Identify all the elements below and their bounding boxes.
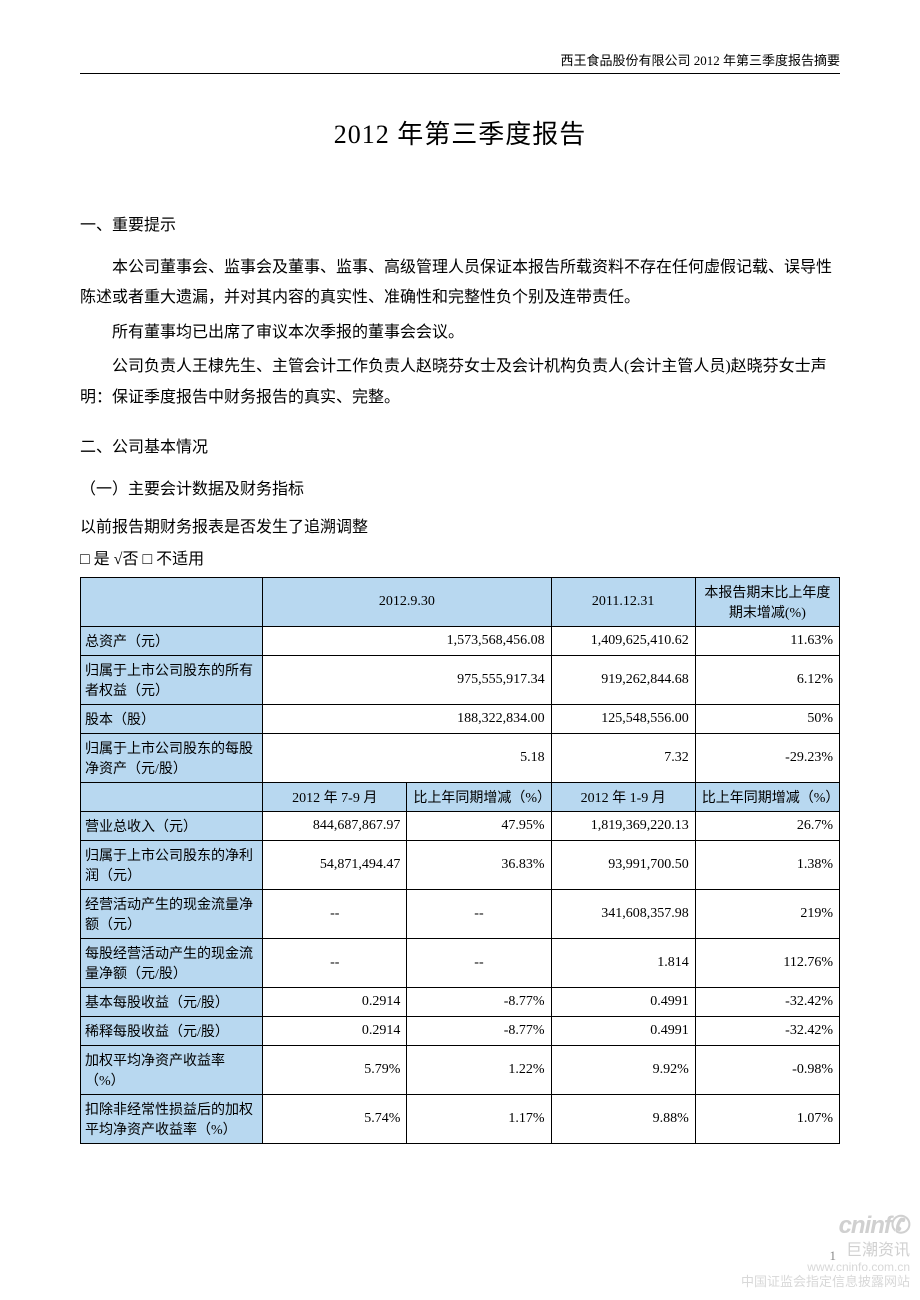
watermark-zh: 中国证监会指定信息披露网站 <box>741 1274 910 1290</box>
row-label: 归属于上市公司股东的每股净资产（元/股） <box>81 733 263 782</box>
page: 西王食品股份有限公司 2012 年第三季度报告摘要 2012 年第三季度报告 一… <box>0 0 920 1300</box>
cell: 1.17% <box>407 1094 551 1143</box>
watermark-logo-text: cninf <box>839 1212 891 1239</box>
cell: 1.814 <box>551 938 695 987</box>
cell: 219% <box>695 889 839 938</box>
cell: 125,548,556.00 <box>551 704 695 733</box>
cell: 1,573,568,456.08 <box>263 626 551 655</box>
cell: 1,409,625,410.62 <box>551 626 695 655</box>
row-label: 股本（股） <box>81 704 263 733</box>
cell: 5.79% <box>263 1045 407 1094</box>
cell: 11.63% <box>695 626 839 655</box>
table-row: 2012.9.30 2011.12.31 本报告期末比上年度期末增减(%) <box>81 577 840 626</box>
blank-header <box>81 782 263 811</box>
row-label: 扣除非经常性损益后的加权平均净资产收益率（%） <box>81 1094 263 1143</box>
table-row: 总资产（元） 1,573,568,456.08 1,409,625,410.62… <box>81 626 840 655</box>
col-header: 本报告期末比上年度期末增减(%) <box>695 577 839 626</box>
cell: 6.12% <box>695 655 839 704</box>
cell: 0.2914 <box>263 1016 407 1045</box>
cell: 919,262,844.68 <box>551 655 695 704</box>
table-row: 营业总收入（元） 844,687,867.97 47.95% 1,819,369… <box>81 811 840 840</box>
watermark-logo-icon: ✆ <box>891 1212 910 1239</box>
cell: -- <box>263 889 407 938</box>
running-header: 西王食品股份有限公司 2012 年第三季度报告摘要 <box>80 50 840 74</box>
cell: -- <box>263 938 407 987</box>
section-2-heading: 二、公司基本情况 <box>80 433 840 457</box>
cell: -- <box>407 889 551 938</box>
cell: 36.83% <box>407 840 551 889</box>
row-label: 营业总收入（元） <box>81 811 263 840</box>
cell: 9.92% <box>551 1045 695 1094</box>
table-row: 每股经营活动产生的现金流量净额（元/股） -- -- 1.814 112.76% <box>81 938 840 987</box>
cell: 975,555,917.34 <box>263 655 551 704</box>
cell: -8.77% <box>407 1016 551 1045</box>
col-header: 比上年同期增减（%） <box>407 782 551 811</box>
table-row: 扣除非经常性损益后的加权平均净资产收益率（%） 5.74% 1.17% 9.88… <box>81 1094 840 1143</box>
section-1-heading: 一、重要提示 <box>80 211 840 235</box>
paragraph: 所有董事均已出席了审议本次季报的董事会会议。 <box>80 318 840 348</box>
cell: 50% <box>695 704 839 733</box>
cell: 7.32 <box>551 733 695 782</box>
cell: 47.95% <box>407 811 551 840</box>
cell: 1.07% <box>695 1094 839 1143</box>
cell: 1.22% <box>407 1045 551 1094</box>
cell: 1.38% <box>695 840 839 889</box>
table-row: 股本（股） 188,322,834.00 125,548,556.00 50% <box>81 704 840 733</box>
cell: 54,871,494.47 <box>263 840 407 889</box>
cell: 9.88% <box>551 1094 695 1143</box>
col-header: 2012 年 7-9 月 <box>263 782 407 811</box>
cell: 1,819,369,220.13 <box>551 811 695 840</box>
table-row: 经营活动产生的现金流量净额（元） -- -- 341,608,357.98 21… <box>81 889 840 938</box>
row-label: 稀释每股收益（元/股） <box>81 1016 263 1045</box>
row-label: 加权平均净资产收益率（%） <box>81 1045 263 1094</box>
col-header: 2012 年 1-9 月 <box>551 782 695 811</box>
col-header: 2011.12.31 <box>551 577 695 626</box>
col-header: 比上年同期增减（%） <box>695 782 839 811</box>
table-row: 归属于上市公司股东的所有者权益（元） 975,555,917.34 919,26… <box>81 655 840 704</box>
cell: 93,991,700.50 <box>551 840 695 889</box>
subsection-heading: （一）主要会计数据及财务指标 <box>80 475 840 499</box>
cell: 341,608,357.98 <box>551 889 695 938</box>
cell: 26.7% <box>695 811 839 840</box>
cell: -29.23% <box>695 733 839 782</box>
table-row: 基本每股收益（元/股） 0.2914 -8.77% 0.4991 -32.42% <box>81 987 840 1016</box>
row-label: 归属于上市公司股东的净利润（元） <box>81 840 263 889</box>
table-row: 加权平均净资产收益率（%） 5.79% 1.22% 9.92% -0.98% <box>81 1045 840 1094</box>
row-label: 基本每股收益（元/股） <box>81 987 263 1016</box>
cell: 188,322,834.00 <box>263 704 551 733</box>
row-label: 归属于上市公司股东的所有者权益（元） <box>81 655 263 704</box>
cell: 5.74% <box>263 1094 407 1143</box>
row-label: 总资产（元） <box>81 626 263 655</box>
cell: 112.76% <box>695 938 839 987</box>
table-row: 归属于上市公司股东的净利润（元） 54,871,494.47 36.83% 93… <box>81 840 840 889</box>
cell: -32.42% <box>695 1016 839 1045</box>
table-row: 2012 年 7-9 月 比上年同期增减（%） 2012 年 1-9 月 比上年… <box>81 782 840 811</box>
row-label: 经营活动产生的现金流量净额（元） <box>81 889 263 938</box>
paragraph: 公司负责人王棣先生、主管会计工作负责人赵晓芬女士及会计机构负责人(会计主管人员)… <box>80 352 840 413</box>
cell: 0.4991 <box>551 1016 695 1045</box>
adjustment-question: 以前报告期财务报表是否发生了追溯调整 <box>80 513 840 537</box>
row-label: 每股经营活动产生的现金流量净额（元/股） <box>81 938 263 987</box>
watermark-sub: 巨潮资讯 <box>741 1241 910 1260</box>
watermark-url: www.cninfo.com.cn <box>741 1260 910 1274</box>
watermark: cninf✆ 巨潮资讯 www.cninfo.com.cn 中国证监会指定信息披… <box>741 1212 910 1290</box>
table-row: 归属于上市公司股东的每股净资产（元/股） 5.18 7.32 -29.23% <box>81 733 840 782</box>
document-title: 2012 年第三季度报告 <box>80 114 840 151</box>
watermark-logo: cninf✆ <box>741 1212 910 1241</box>
cell: 844,687,867.97 <box>263 811 407 840</box>
table-row: 稀释每股收益（元/股） 0.2914 -8.77% 0.4991 -32.42% <box>81 1016 840 1045</box>
adjustment-options: □ 是 √否 □ 不适用 <box>80 545 840 569</box>
cell: 0.2914 <box>263 987 407 1016</box>
cell: 0.4991 <box>551 987 695 1016</box>
financial-table: 2012.9.30 2011.12.31 本报告期末比上年度期末增减(%) 总资… <box>80 577 840 1144</box>
cell: -0.98% <box>695 1045 839 1094</box>
blank-header <box>81 577 263 626</box>
cell: 5.18 <box>263 733 551 782</box>
cell: -32.42% <box>695 987 839 1016</box>
cell: -- <box>407 938 551 987</box>
col-header: 2012.9.30 <box>263 577 551 626</box>
paragraph: 本公司董事会、监事会及董事、监事、高级管理人员保证本报告所载资料不存在任何虚假记… <box>80 253 840 314</box>
cell: -8.77% <box>407 987 551 1016</box>
